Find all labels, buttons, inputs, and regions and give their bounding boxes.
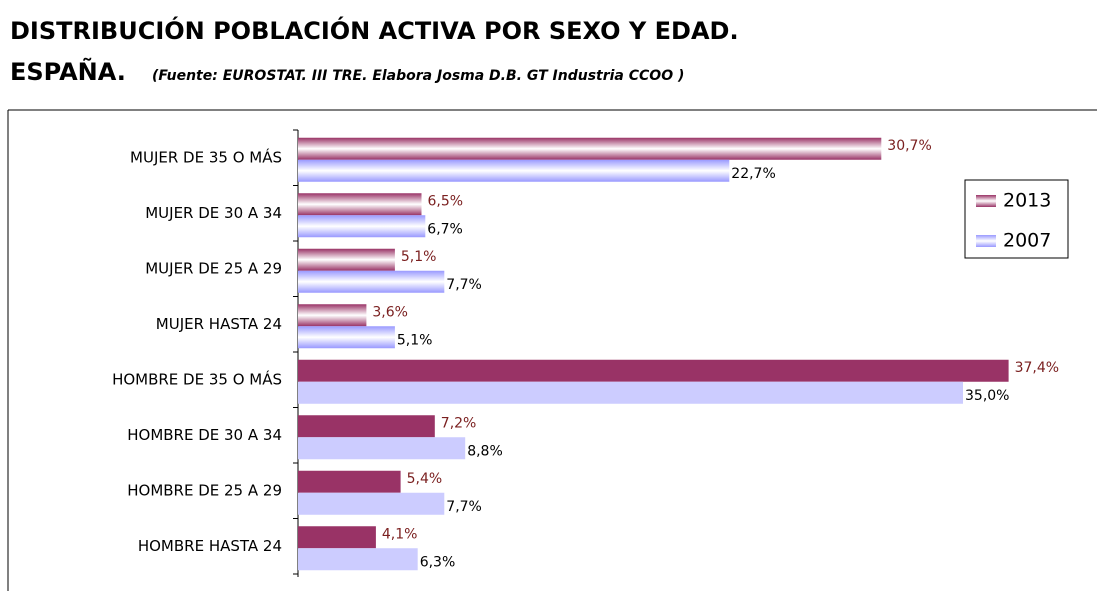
value-label: 7,7% bbox=[446, 277, 482, 293]
value-label: 6,7% bbox=[427, 221, 463, 237]
value-label: 3,6% bbox=[372, 304, 408, 320]
legend-swatch bbox=[976, 235, 996, 247]
value-label: 30,7% bbox=[887, 138, 931, 154]
category-label: HOMBRE DE 35 O MÁS bbox=[112, 369, 282, 388]
chart-title: DISTRIBUCIÓN POBLACIÓN ACTIVA POR SEXO Y… bbox=[10, 15, 739, 45]
legend-swatch bbox=[976, 195, 996, 207]
bar bbox=[298, 548, 418, 571]
category-label: HOMBRE DE 25 A 29 bbox=[127, 481, 282, 499]
value-label: 6,5% bbox=[428, 193, 464, 209]
bar bbox=[298, 492, 445, 515]
category-label: MUJER DE 25 A 29 bbox=[145, 259, 282, 277]
category-label: MUJER DE 35 O MÁS bbox=[130, 147, 282, 166]
bar bbox=[298, 159, 730, 182]
frame bbox=[7, 109, 1097, 591]
chart-title: ESPAÑA. bbox=[10, 57, 126, 86]
bar bbox=[298, 137, 882, 160]
bar bbox=[298, 215, 426, 238]
bar bbox=[298, 270, 445, 293]
legend-label: 2013 bbox=[1003, 190, 1051, 212]
chart-subtitle: (Fuente: EUROSTAT. III TRE. Elabora Josm… bbox=[152, 68, 684, 84]
bar bbox=[298, 415, 435, 438]
value-label: 4,1% bbox=[382, 526, 418, 542]
category-label: MUJER DE 30 A 34 bbox=[145, 204, 282, 222]
category-label: HOMBRE DE 30 A 34 bbox=[127, 426, 282, 444]
value-label: 6,3% bbox=[420, 554, 456, 570]
bar bbox=[298, 193, 422, 216]
bar bbox=[298, 470, 401, 493]
bar bbox=[298, 326, 395, 349]
bar bbox=[298, 526, 376, 549]
bar bbox=[298, 359, 1009, 382]
value-label: 7,7% bbox=[446, 499, 482, 515]
category-label: MUJER HASTA 24 bbox=[156, 315, 282, 333]
value-label: 37,4% bbox=[1015, 360, 1059, 376]
value-label: 7,2% bbox=[441, 415, 477, 431]
category-label: HOMBRE HASTA 24 bbox=[138, 537, 282, 555]
bar bbox=[298, 304, 367, 327]
value-label: 22,7% bbox=[731, 166, 775, 182]
value-label: 35,0% bbox=[965, 388, 1009, 404]
value-label: 5,4% bbox=[407, 471, 443, 487]
bar bbox=[298, 381, 963, 404]
bar bbox=[298, 248, 395, 271]
value-label: 5,1% bbox=[401, 249, 437, 265]
bar bbox=[298, 437, 466, 460]
value-label: 8,8% bbox=[467, 443, 503, 459]
legend-label: 2007 bbox=[1003, 230, 1051, 252]
value-label: 5,1% bbox=[397, 332, 433, 348]
